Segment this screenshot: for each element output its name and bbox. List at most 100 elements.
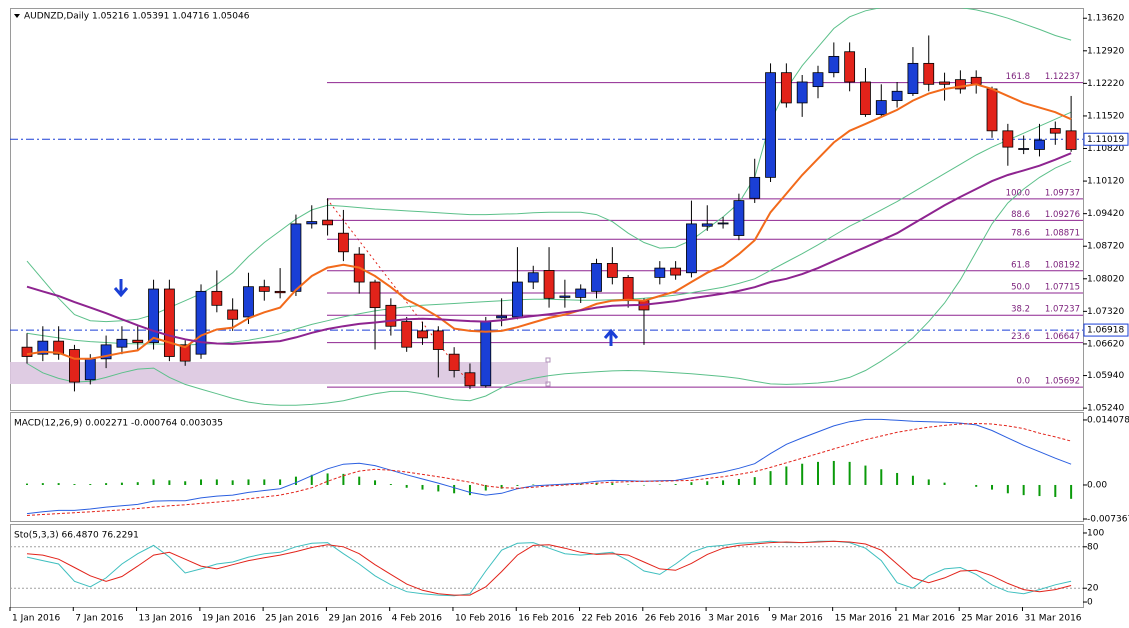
price-label-box [1083, 323, 1129, 337]
price-label: 1.06918 [1087, 326, 1124, 336]
x-tick-label: 10 Feb 2016 [455, 614, 511, 624]
y-tick-label: 20 [1087, 584, 1099, 594]
macd-histogram-bar [516, 484, 519, 486]
plot-layer [10, 540, 1083, 597]
macd-histogram-bar [722, 480, 725, 485]
candle-body [1018, 148, 1030, 150]
candle-body [258, 286, 270, 292]
macd-histogram-bar [374, 480, 377, 485]
trend-line [326, 198, 470, 384]
x-tick-label: 19 Jan 2016 [202, 614, 256, 624]
x-tick-label: 3 Mar 2016 [708, 614, 760, 624]
candle-body [148, 288, 159, 343]
candle-body [986, 88, 998, 132]
indicator-line [26, 540, 1072, 596]
y-tick-label: 1.12220 [1087, 79, 1124, 89]
candle-body [163, 288, 175, 357]
fib-ratio: 78.6 [1011, 229, 1030, 239]
candle-body [527, 272, 539, 283]
macd-panel [10, 412, 1084, 522]
y-tick-label: 100 [1087, 528, 1104, 538]
y-tick-label: 0.00 [1087, 480, 1107, 490]
macd-histogram-bar [41, 483, 44, 485]
y-tick-label: 1.05240 [1087, 404, 1124, 414]
stochastic-title: Sto(5,3,3) 66.4870 76.2291 [14, 531, 139, 541]
candle-body [622, 276, 634, 302]
candle-body [1034, 139, 1045, 150]
candle-body [860, 81, 871, 115]
macd-histogram-bar [880, 469, 883, 485]
candle-body [1065, 130, 1077, 150]
candle-body [780, 72, 792, 104]
macd-histogram-bar [468, 484, 471, 496]
candle-body [464, 372, 476, 387]
x-tick-label: 7 Jan 2016 [75, 614, 123, 624]
x-tick-label: 25 Mar 2016 [961, 614, 1018, 624]
fib-value: 1.09276 [1045, 210, 1080, 220]
candle-body [385, 304, 397, 327]
candle-body [322, 219, 333, 226]
macd-histogram-bar [57, 483, 60, 485]
macd-histogram-bar [421, 484, 424, 490]
x-tick-label: 16 Feb 2016 [518, 614, 574, 624]
annotation-layer [113, 279, 619, 346]
candle-body [53, 340, 65, 355]
macd-histogram-bar [168, 480, 171, 485]
candle-body [401, 321, 413, 348]
x-tick-label: 15 Mar 2016 [835, 614, 892, 624]
macd-histogram-bar [105, 483, 108, 485]
main-panel [10, 8, 1084, 411]
fib-ratio: 88.6 [1011, 210, 1030, 220]
y-tick-label: 1.10120 [1087, 177, 1124, 187]
candle-body [575, 288, 587, 298]
candle-body [417, 330, 428, 339]
candle-body [211, 290, 223, 306]
y-tick-label: 80 [1087, 542, 1099, 552]
fib-ratio: 0.0 [1016, 377, 1030, 387]
macd-histogram-bar [943, 482, 946, 485]
y-tick-label: 1.06620 [1087, 339, 1124, 349]
macd-histogram-bar [89, 484, 92, 485]
candle-body [749, 176, 761, 199]
indicator-line [26, 540, 1072, 597]
candle-body [227, 309, 239, 320]
candle-body [21, 346, 33, 357]
macd-histogram-bar [231, 480, 234, 485]
candle-body [907, 62, 919, 95]
candle-body [875, 100, 887, 115]
macd-histogram-bar [769, 471, 772, 485]
plot-layer [26, 418, 1073, 516]
macd-histogram-bar [136, 482, 139, 485]
candle-body [654, 267, 666, 278]
y-tick-label: 0.014078 [1087, 415, 1129, 425]
candle-body [828, 55, 840, 74]
candle-body [812, 72, 824, 88]
candle-body [448, 353, 460, 371]
macd-histogram-bar [200, 479, 203, 485]
fib-ratio: 23.6 [1011, 332, 1030, 342]
macd-histogram-bar [927, 479, 930, 485]
macd-histogram-bar [389, 484, 392, 485]
macd-histogram-bar [690, 482, 693, 485]
macd-histogram-bar [706, 481, 709, 485]
candle-body [512, 281, 523, 318]
candle-body [923, 62, 935, 85]
macd-histogram-bar [674, 484, 677, 485]
indicator-line [26, 152, 1072, 345]
x-tick-label: 31 Mar 2016 [1024, 614, 1081, 624]
candle-body [496, 315, 508, 319]
fib-ratio: 100.0 [1006, 188, 1030, 198]
candle-body [432, 330, 444, 350]
macd-histogram-bar [294, 476, 297, 485]
x-tick-label: 21 Mar 2016 [898, 614, 955, 624]
indicator-line [26, 422, 1072, 516]
candle-body [559, 295, 571, 298]
macd-histogram-bar [1006, 484, 1009, 494]
candle-body [765, 72, 776, 178]
fib-value: 1.09737 [1045, 188, 1080, 198]
macd-histogram-bar [247, 479, 250, 485]
macd-histogram-bar [26, 483, 28, 485]
y-tick-label: 1.09420 [1087, 209, 1124, 219]
macd-histogram-bar [896, 472, 899, 485]
